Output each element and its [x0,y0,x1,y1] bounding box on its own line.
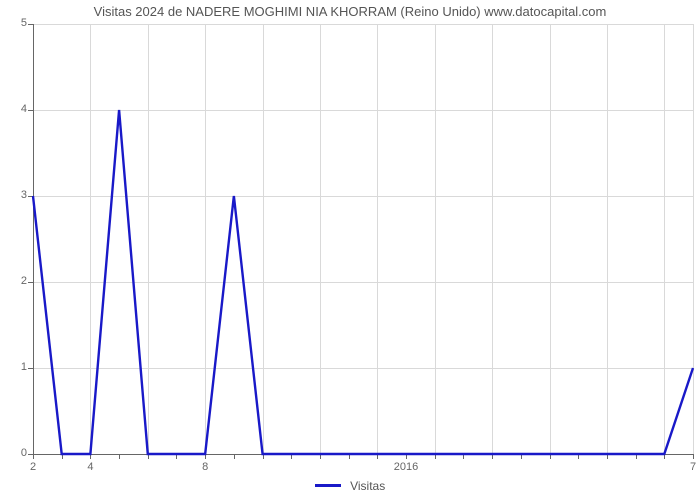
visits-chart: Visitas 2024 de NADERE MOGHIMI NIA KHORR… [0,0,700,500]
series-line [0,0,700,500]
